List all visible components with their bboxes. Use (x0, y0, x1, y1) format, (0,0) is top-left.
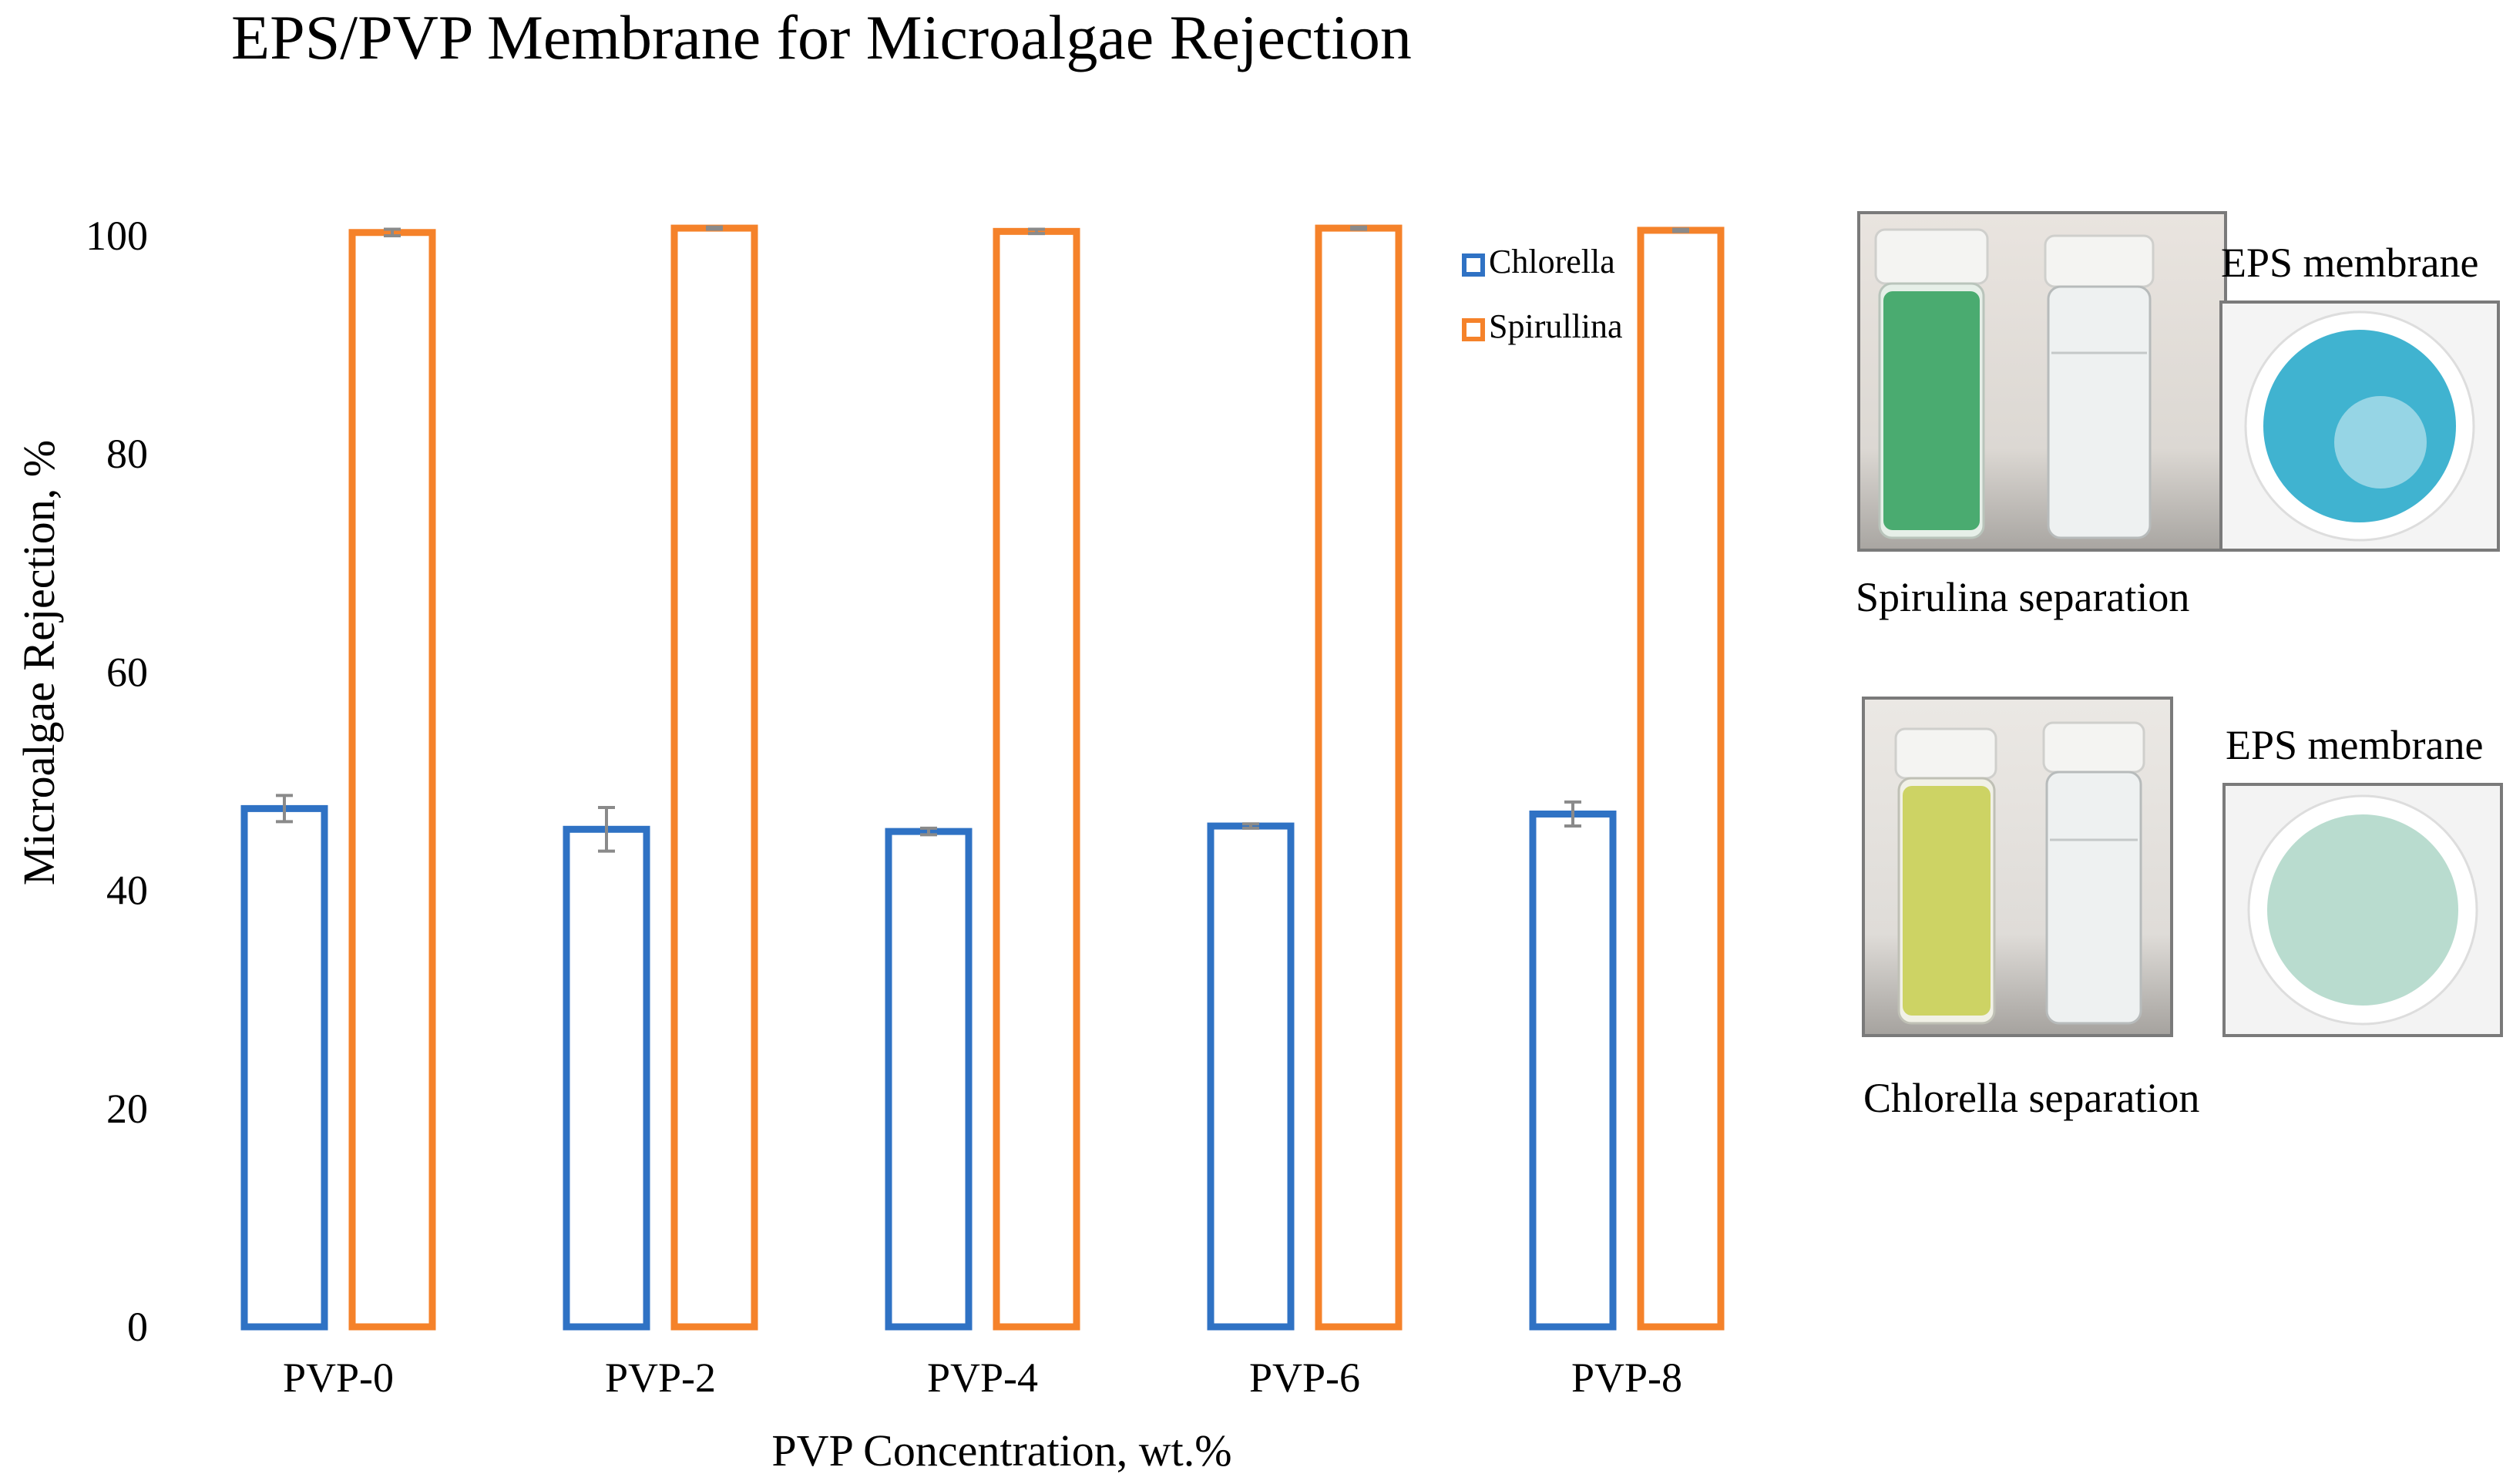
spirullina-bar (1315, 224, 1403, 1331)
membrane-stain-icon (2267, 814, 2458, 1006)
error-bar-group (276, 225, 1689, 853)
chlorella-vials-photo (1862, 697, 2173, 1037)
vial-cap-icon (1874, 228, 1989, 285)
spirullina-bar (1637, 227, 1725, 1331)
bar-group (240, 224, 1725, 1331)
x-tick-group: PVP-0 PVP-2 PVP-4 PVP-6 PVP-8 (283, 1355, 1682, 1401)
chlorella-bar (1529, 810, 1617, 1331)
y-tick-label: 20 (106, 1086, 148, 1132)
chlorella-bar (885, 828, 973, 1331)
bar-chart: Microalgae Rejection, % PVP Concentratio… (14, 213, 1725, 1476)
vial-cap-icon (1894, 727, 1997, 780)
spirullina-bar (348, 229, 436, 1331)
x-tick-label: PVP-8 (1571, 1355, 1682, 1401)
x-axis-label: PVP Concentration, wt.% (771, 1425, 1231, 1476)
x-tick-label: PVP-4 (927, 1355, 1038, 1401)
spirulina-liquid-icon (1883, 291, 1980, 530)
y-tick-label: 40 (106, 868, 148, 914)
chlorella-caption: Chlorella separation (1863, 1075, 2200, 1121)
x-tick-label: PVP-2 (605, 1355, 716, 1401)
chlorella-legend-label: Chlorella (1489, 243, 1615, 280)
spirulina-vials-photo (1857, 211, 2227, 552)
chlorella-legend-swatch (1462, 253, 1485, 277)
spirullina-legend-swatch (1462, 318, 1485, 341)
y-tick-label: 80 (106, 431, 148, 477)
spirulina-caption: Spirulina separation (1856, 574, 2190, 620)
y-tick-group: 0 20 40 60 80 100 (86, 213, 148, 1350)
membrane-stain-icon (2263, 330, 2456, 522)
legend: Chlorella Spirullina (1462, 243, 1623, 345)
y-tick-label: 100 (86, 213, 148, 259)
chart-title: EPS/PVP Membrane for Microalgae Rejectio… (231, 2, 1412, 72)
chlorella-liquid-icon (1903, 786, 1991, 1016)
chlorella-bar (1207, 822, 1295, 1331)
vial-icon (2047, 285, 2152, 539)
spirullina-bar (993, 227, 1080, 1331)
spirulina-membrane-photo (2219, 300, 2500, 552)
vial-cap-icon (2042, 721, 2145, 774)
y-axis-label: Microalgae Rejection, % (14, 440, 64, 885)
x-tick-label: PVP-6 (1249, 1355, 1360, 1401)
x-tick-label: PVP-0 (283, 1355, 394, 1401)
spirullina-bar (670, 224, 758, 1331)
chlorella-bar (563, 825, 650, 1331)
y-tick-label: 60 (106, 649, 148, 695)
vial-icon (2045, 771, 2142, 1025)
spirullina-legend-label: Spirullina (1489, 307, 1623, 345)
y-tick-label: 0 (127, 1304, 148, 1350)
chlorella-membrane-label: EPS membrane (2226, 722, 2484, 768)
chlorella-membrane-photo (2222, 783, 2503, 1037)
vial-cap-icon (2044, 234, 2155, 288)
spirulina-membrane-label: EPS membrane (2221, 240, 2479, 286)
chlorella-bar (240, 804, 328, 1331)
